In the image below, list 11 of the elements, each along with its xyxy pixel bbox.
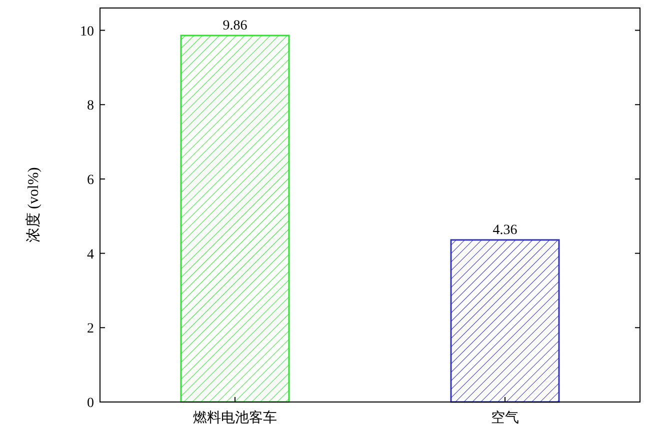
y-tick-label: 6 bbox=[87, 172, 94, 188]
data-label: 9.86 bbox=[222, 18, 248, 34]
y-tick-label: 2 bbox=[87, 322, 94, 337]
data-label: 4.36 bbox=[492, 222, 518, 238]
y-tick-label: 10 bbox=[80, 24, 94, 40]
x-tick-label: 燃料电池客车 bbox=[193, 410, 277, 426]
y-tick-label: 4 bbox=[87, 247, 94, 262]
y-tick-label: 0 bbox=[87, 396, 94, 411]
x-tick-label: 空气 bbox=[491, 410, 519, 426]
y-tick-label: 8 bbox=[87, 98, 94, 114]
y-axis-title: 浓度 (vol%) bbox=[25, 167, 42, 243]
